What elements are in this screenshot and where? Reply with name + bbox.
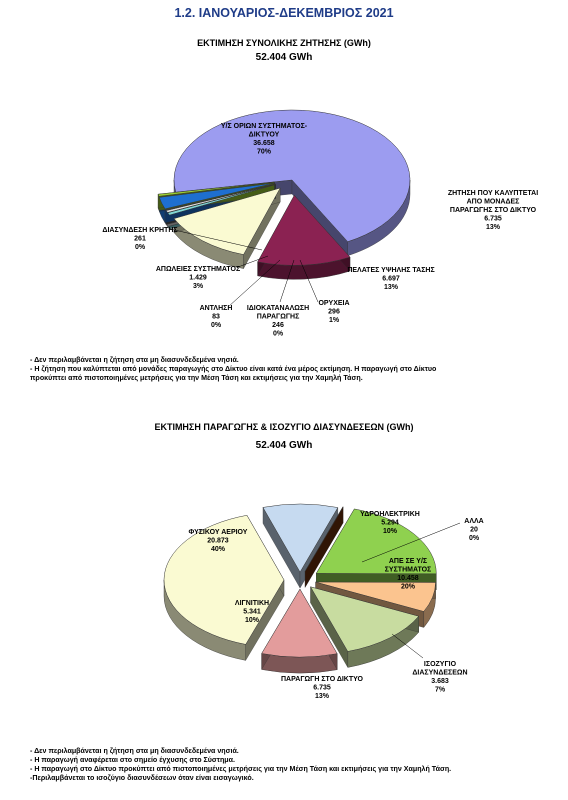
pie-slice-grid-production	[310, 586, 420, 652]
pie-slice-transmission	[173, 109, 411, 242]
leader-line	[299, 259, 319, 303]
demand-notes: - Δεν περιλαμβάνεται η ζήτηση στα μη δια…	[30, 356, 550, 383]
production-note: - Δεν περιλαμβάνεται η ζήτηση στα μη δια…	[30, 747, 239, 755]
data-label-hydro: ΥΔΡΟΗΛΕΚΤΡΙΚΗ 5.294 10%	[360, 511, 420, 535]
page-title: 1.2. ΙΑΝΟΥΑΡΙΟΣ-ΔΕΚΕΜΒΡΙΟΣ 2021	[174, 6, 394, 20]
data-label-res: ΑΠΕ ΣΕ Υ/Σ ΣΥΣΤΗΜΑΤΟΣ 10.458 20%	[385, 558, 432, 591]
pie-slice-high-voltage	[173, 187, 281, 255]
pie-slice-other	[304, 506, 344, 572]
data-label-grid-generation: ΖΗΤΗΣΗ ΠΟΥ ΚΑΛΥΠΤΕΤΑΙ ΑΠΟ ΜΟΝΑΔΕΣ ΠΑΡΑΓΩΓΗ…	[448, 190, 538, 231]
production-chart-title: ΕΚΤΙΜΗΣΗ ΠΑΡΑΓΩΓΗΣ & ΙΣΟΖΥΓΙΟ ΔΙΑΣΥΝΔΕΣΕ…	[154, 422, 414, 432]
data-label-mines: ΟΡΥΧΕΙΑ 296 1%	[318, 300, 349, 324]
production-notes: - Δεν περιλαμβάνεται η ζήτηση στα μη δια…	[30, 747, 550, 783]
pie-slice-gas	[163, 515, 285, 645]
pie-slice-crete	[157, 181, 275, 197]
pie-slice-mines	[167, 184, 276, 216]
pie-slice-lignite	[261, 588, 338, 658]
leader-line	[227, 259, 281, 308]
data-label-gas: ΦΥΣΙΚΟΥ ΑΕΡΙΟΥ 20.873 40%	[189, 529, 248, 553]
pie-slice-pumping	[165, 183, 276, 211]
leader-line	[279, 259, 295, 303]
data-label-other: ΑΛΛΑ 20 0%	[464, 518, 483, 542]
data-label-losses: ΑΠΩΛΕΙΕΣ ΣΥΣΤΗΜΑΤΟΣ 1.429 3%	[156, 266, 240, 290]
production-chart-total: 52.404 GWh	[255, 440, 313, 451]
data-label-lignite: ΛΙΓΝΙΤΙΚΗ 5.341 10%	[235, 600, 269, 624]
pie-slice-losses	[158, 182, 275, 210]
leader-line	[391, 633, 424, 659]
production-note: - Η παραγωγή αναφέρεται στο σημείο έγχυσ…	[30, 756, 235, 764]
demand-note: - Δεν περιλαμβάνεται η ζήτηση στα μη δια…	[30, 356, 239, 364]
leader-line	[169, 228, 263, 251]
production-note: -Περιλαμβάνεται το ισοζύγιο διασυνδέσεων…	[30, 774, 254, 782]
data-label-crete: ΔΙΑΣΥΝΔΕΣΗ ΚΡΗΤΗΣ 261 0%	[102, 227, 177, 251]
demand-pie-chart: Υ/Σ ΟΡΙΩΝ ΣΥΣΤΗΜΑΤΟΣ-ΔΙΚΤΥΟΥ 36.658 70% ΖΗΤ…	[102, 109, 538, 338]
demand-note: - Η ζήτηση που καλύπτεται από μονάδες πα…	[30, 365, 437, 373]
leader-line	[361, 522, 461, 563]
production-pie-chart: ΥΔΡΟΗΛΕΚΤΡΙΚΗ 5.294 10% ΑΛΛΑ 20 0% ΑΠΕ ΣΕ Υ/Σ Σ…	[163, 503, 484, 700]
pie-slice-grid-generation	[257, 194, 351, 266]
pie-slice-interconnections	[315, 581, 436, 612]
pie-slice-hydro	[262, 503, 339, 573]
data-label-self-consumption: ΙΔΙΟΚΑΤΑΝΑΛΩΣΗ ΠΑΡΑΓΩΓΗΣ 246 0%	[247, 305, 309, 338]
data-label-grid-production: ΠΑΡΑΓΩΓΗ ΣΤΟ ΔΙΚΤΥΟ 6.735 13%	[281, 676, 364, 700]
data-label-transmission: Υ/Σ ΟΡΙΩΝ ΣΥΣΤΗΜΑΤΟΣ-ΔΙΚΤΥΟΥ 36.658 70%	[221, 123, 308, 156]
demand-chart-total: 52.404 GWh	[255, 52, 313, 63]
pie-slice-res	[315, 508, 437, 575]
leader-line	[237, 255, 269, 268]
data-label-interconnections: ΙΣΟΖΥΓΙΟ ΔΙΑΣΥΝΔΕΣΕΩΝ 3.683 7%	[412, 661, 467, 694]
data-label-high-voltage: ΠΕΛΑΤΕΣ ΥΨΗΛΗΣ ΤΑΣΗΣ 6.697 13%	[347, 267, 434, 291]
demand-note: προκύπτει από πιστοποιημένες μετρήσεις γ…	[30, 374, 363, 382]
demand-chart-title: ΕΚΤΙΜΗΣΗ ΣΥΝΟΛΙΚΗΣ ΖΗΤΗΣΗΣ (GWh)	[197, 38, 371, 48]
data-label-pumping: ΑΝΤΛΗΣΗ 83 0%	[200, 305, 233, 329]
production-note: - Η παραγωγή στο Δίκτυο προκύπτει από πι…	[30, 765, 452, 773]
